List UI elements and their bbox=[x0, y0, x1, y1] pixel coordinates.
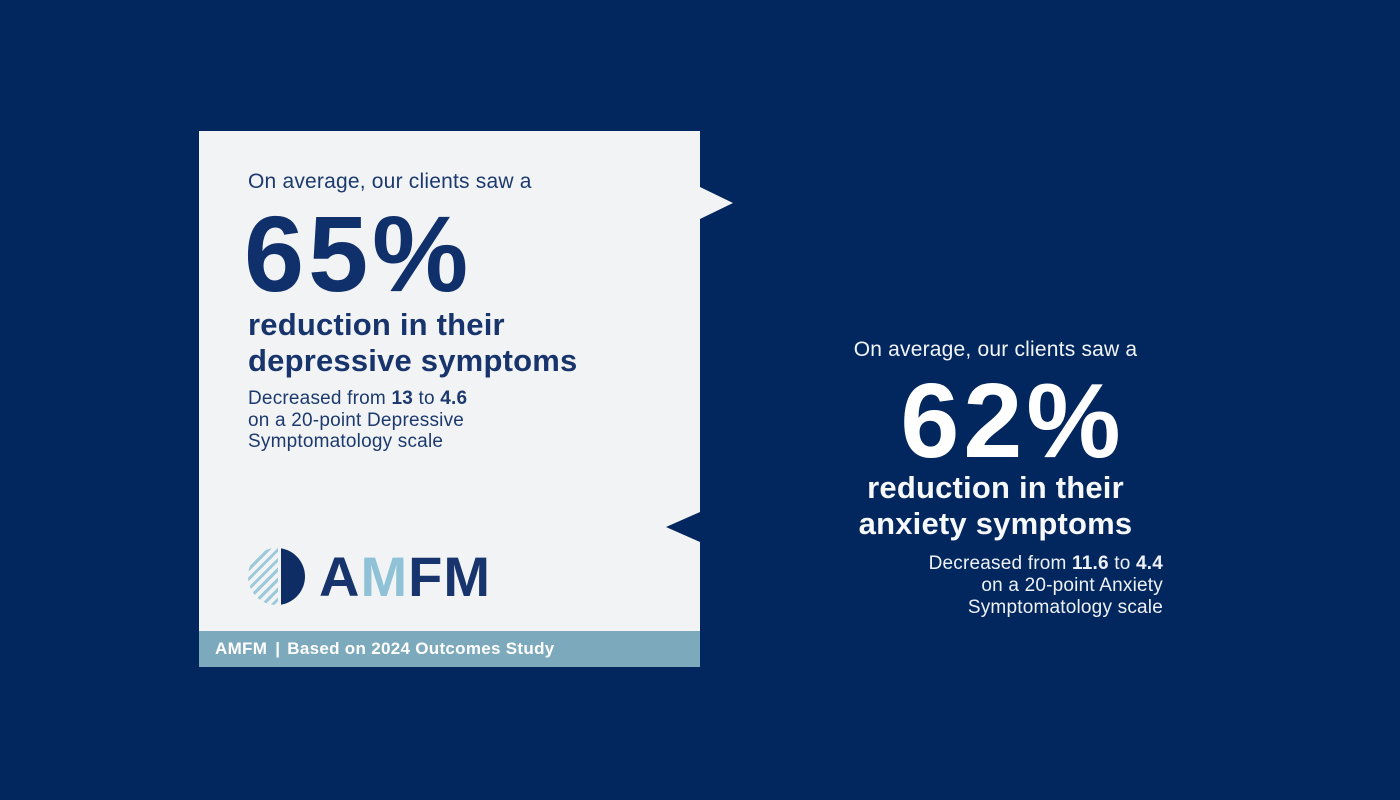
depression-headline-line1: reduction in their bbox=[248, 307, 505, 342]
logo-solid-half bbox=[281, 548, 305, 605]
anxiety-to-value: 4.4 bbox=[1135, 553, 1163, 574]
depression-to-value: 4.6 bbox=[440, 388, 468, 409]
footer-brand: AMFM bbox=[215, 639, 268, 658]
depression-detail: Decreased from 13 to 4.6 on a 20-point D… bbox=[248, 388, 467, 453]
anxiety-intro-text: On average, our clients saw a bbox=[853, 338, 1138, 361]
depression-headline: reduction in their depressive symptoms bbox=[248, 307, 577, 379]
speech-notch-left-icon bbox=[666, 512, 700, 542]
anxiety-stat-value: 62% bbox=[900, 362, 1125, 480]
depression-stat-card: On average, our clients saw a 65% reduct… bbox=[199, 131, 733, 667]
amfm-logo-wordmark: AMFM bbox=[319, 545, 491, 608]
speech-tail-right-icon bbox=[700, 187, 733, 219]
depression-detail-line3: Symptomatology scale bbox=[248, 431, 444, 452]
card-footer-bar: AMFM | Based on 2024 Outcomes Study bbox=[199, 631, 700, 667]
depression-from-value: 13 bbox=[391, 388, 413, 409]
depression-intro-text: On average, our clients saw a bbox=[248, 170, 532, 193]
logo-stripes-half bbox=[248, 548, 278, 605]
footer-divider: | bbox=[275, 639, 281, 658]
depression-headline-line2: depressive symptoms bbox=[248, 343, 578, 378]
depression-detail-line1: Decreased from 13 to 4.6 bbox=[248, 388, 468, 409]
depression-detail-line2: on a 20-point Depressive bbox=[248, 409, 465, 431]
anxiety-from-value: 11.6 bbox=[1072, 553, 1109, 574]
anxiety-headline-line1: reduction in their bbox=[867, 470, 1124, 505]
footer-note: Based on 2024 Outcomes Study bbox=[287, 639, 555, 658]
anxiety-detail: Decreased from 11.6 to 4.4 on a 20-point… bbox=[828, 553, 1163, 619]
amfm-logo: AMFM bbox=[248, 548, 491, 605]
depression-stat-value: 65% bbox=[244, 193, 473, 314]
anxiety-detail-line3: Symptomatology scale bbox=[967, 597, 1163, 618]
anxiety-headline: reduction in their anxiety symptoms bbox=[828, 470, 1163, 542]
anxiety-headline-line2: anxiety symptoms bbox=[858, 506, 1133, 541]
anxiety-detail-line1: Decreased from 11.6 to 4.4 bbox=[928, 553, 1163, 574]
anxiety-detail-line2: on a 20-point Anxiety bbox=[981, 575, 1163, 596]
amfm-logo-circle-icon bbox=[248, 548, 305, 605]
